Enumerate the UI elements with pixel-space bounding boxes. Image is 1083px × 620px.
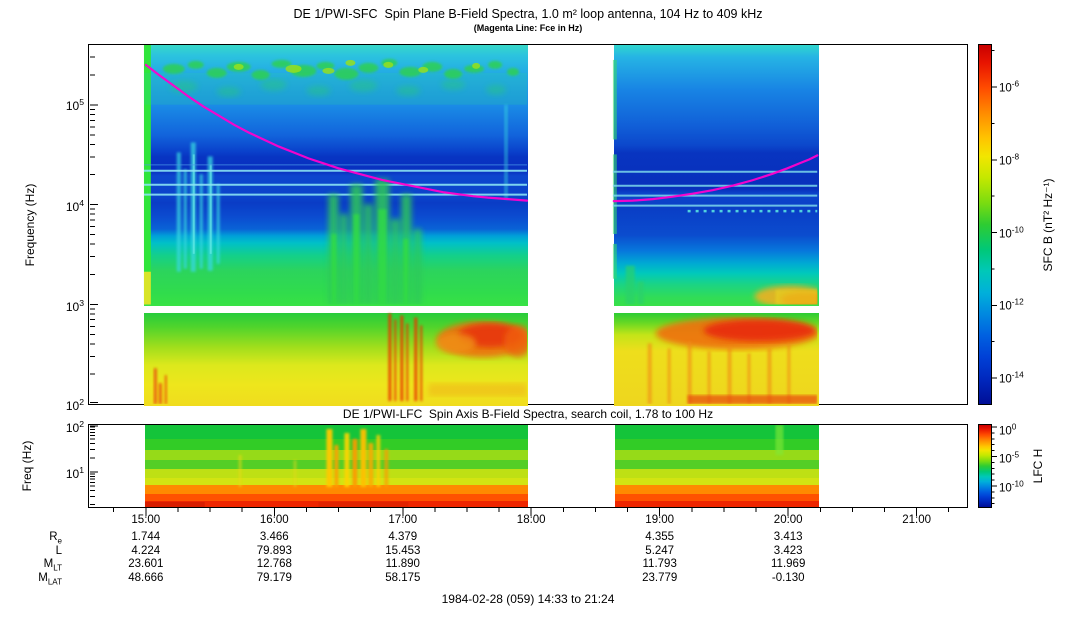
sfc-ytick-1e5: 105: [65, 97, 84, 113]
ephemeris-value-l: 3.423: [773, 545, 803, 557]
lfc-spectrogram-panel: [88, 424, 968, 508]
fce-line: [144, 63, 819, 203]
ephemeris-row-label-mlt: MLT: [43, 558, 62, 573]
sfc-upper-right-block: [614, 45, 819, 306]
ephemeris-value-re: 4.379: [388, 531, 418, 543]
sfc-ytick-1e3: 103: [65, 298, 84, 314]
lfc-cb-tick-1e0: 100: [999, 422, 1017, 438]
main-subtitle: (Magenta Line: Fce in Hz): [473, 23, 583, 33]
sfc-y-axis-label: Frequency (Hz): [23, 183, 37, 267]
ephemeris-value-re: 3.466: [259, 531, 289, 543]
sfc-cb-tick-1e-6: 10-6: [999, 79, 1020, 95]
sfc-colorbar-ticks: [991, 50, 997, 379]
ephemeris-value-mlt: 11.793: [642, 558, 677, 570]
main-title: DE 1/PWI-SFC Spin Plane B-Field Spectra,…: [293, 7, 763, 21]
ephemeris-column: 1.744 4.224 23.601 48.666: [116, 516, 176, 588]
ephemeris-value-mlat: 48.666: [128, 572, 164, 584]
date-range-label: 1984-02-28 (059) 14:33 to 21:24: [441, 592, 615, 606]
lfc-y-axis-label: Freq (Hz): [20, 440, 34, 492]
time-label: 17:00: [388, 514, 418, 526]
ephemeris-column: 4.379 15.453 11.890 58.175: [373, 516, 433, 588]
ephemeris-value-mlat: 79.179: [256, 572, 292, 584]
sfc-cb-tick-1e-12: 10-12: [999, 297, 1024, 313]
time-axis-ticks: [113, 508, 950, 516]
ephemeris-value-mlt: 12.768: [256, 558, 292, 570]
ephemeris-value-l: 15.453: [385, 545, 421, 557]
lfc-spectrogram-overlay: [89, 425, 784, 507]
ephemeris-value-mlat: 58.175: [385, 572, 421, 584]
sfc-cb-tick-1e-10: 10-10: [999, 225, 1024, 241]
time-label: 20:00: [773, 514, 803, 526]
ephemeris-value-re: 1.744: [131, 531, 161, 543]
time-label: 19:00: [645, 514, 675, 526]
ephemeris-value-l: 5.247: [645, 545, 675, 557]
time-label: 21:00: [902, 514, 931, 526]
ephemeris-value-re: 3.413: [773, 531, 803, 543]
sfc-colorbar: [978, 44, 992, 405]
lfc-colorbar: [978, 424, 992, 508]
sfc-ytick-1e2: 102: [65, 397, 84, 413]
lfc-colorbar-label: LFC H: [1031, 448, 1045, 484]
lfc-ytick-1e2: 102: [65, 419, 84, 435]
lfc-cb-tick-1e-10: 10-10: [999, 479, 1024, 495]
ephemeris-column: 3.466 79.893 12.768 79.179: [244, 516, 304, 588]
lfc-right-block: [615, 425, 819, 507]
ephemeris-value-mlt: 11.969: [771, 558, 806, 570]
ephemeris-value-mlat: 23.779: [642, 572, 678, 584]
sfc-ytick-1e4: 104: [65, 198, 84, 214]
time-label: 16:00: [259, 514, 289, 526]
ephemeris-value-mlt: 23.601: [128, 558, 164, 570]
lfc-y-ticks: [89, 425, 98, 506]
sfc-colorbar-label: SFC B (nT² Hz⁻¹): [1041, 178, 1055, 272]
sfc-y-ticks: [89, 56, 98, 404]
ephemeris-value-l: 79.893: [256, 545, 292, 557]
ephemeris-value-re: 4.355: [645, 531, 675, 543]
sfc-cb-tick-1e-8: 10-8: [999, 152, 1020, 168]
time-label: 18:00: [516, 514, 546, 526]
ephemeris-value-l: 4.224: [131, 545, 161, 557]
ephemeris-row-label-mlat: MLAT: [38, 572, 62, 587]
lfc-colorbar-ticks: [991, 426, 997, 505]
ephemeris-value-mlat: -0.130: [771, 572, 805, 584]
ephemeris-column: [887, 516, 947, 588]
ephemeris-column: 4.355 5.247 11.793 23.779: [630, 516, 690, 588]
lfc-cb-tick-1e-5: 10-5: [999, 450, 1020, 466]
lfc-ytick-1e1: 101: [65, 465, 84, 481]
ephemeris-row-label-re: Re: [49, 531, 62, 546]
lfc-title: DE 1/PWI-LFC Spin Axis B-Field Spectra, …: [342, 407, 714, 421]
ephemeris-column: 3.413 3.423 11.969 -0.130: [758, 516, 818, 588]
ephemeris-row-label-l: L: [55, 545, 62, 557]
ephemeris-value-mlt: 11.890: [385, 558, 420, 570]
sfc-cb-tick-1e-14: 10-14: [999, 370, 1024, 386]
time-label: 15:00: [131, 514, 161, 526]
sfc-spectrogram-panel: [88, 44, 968, 406]
ephemeris-column: [501, 516, 561, 588]
sfc-spectrogram-overlay: [89, 45, 819, 404]
